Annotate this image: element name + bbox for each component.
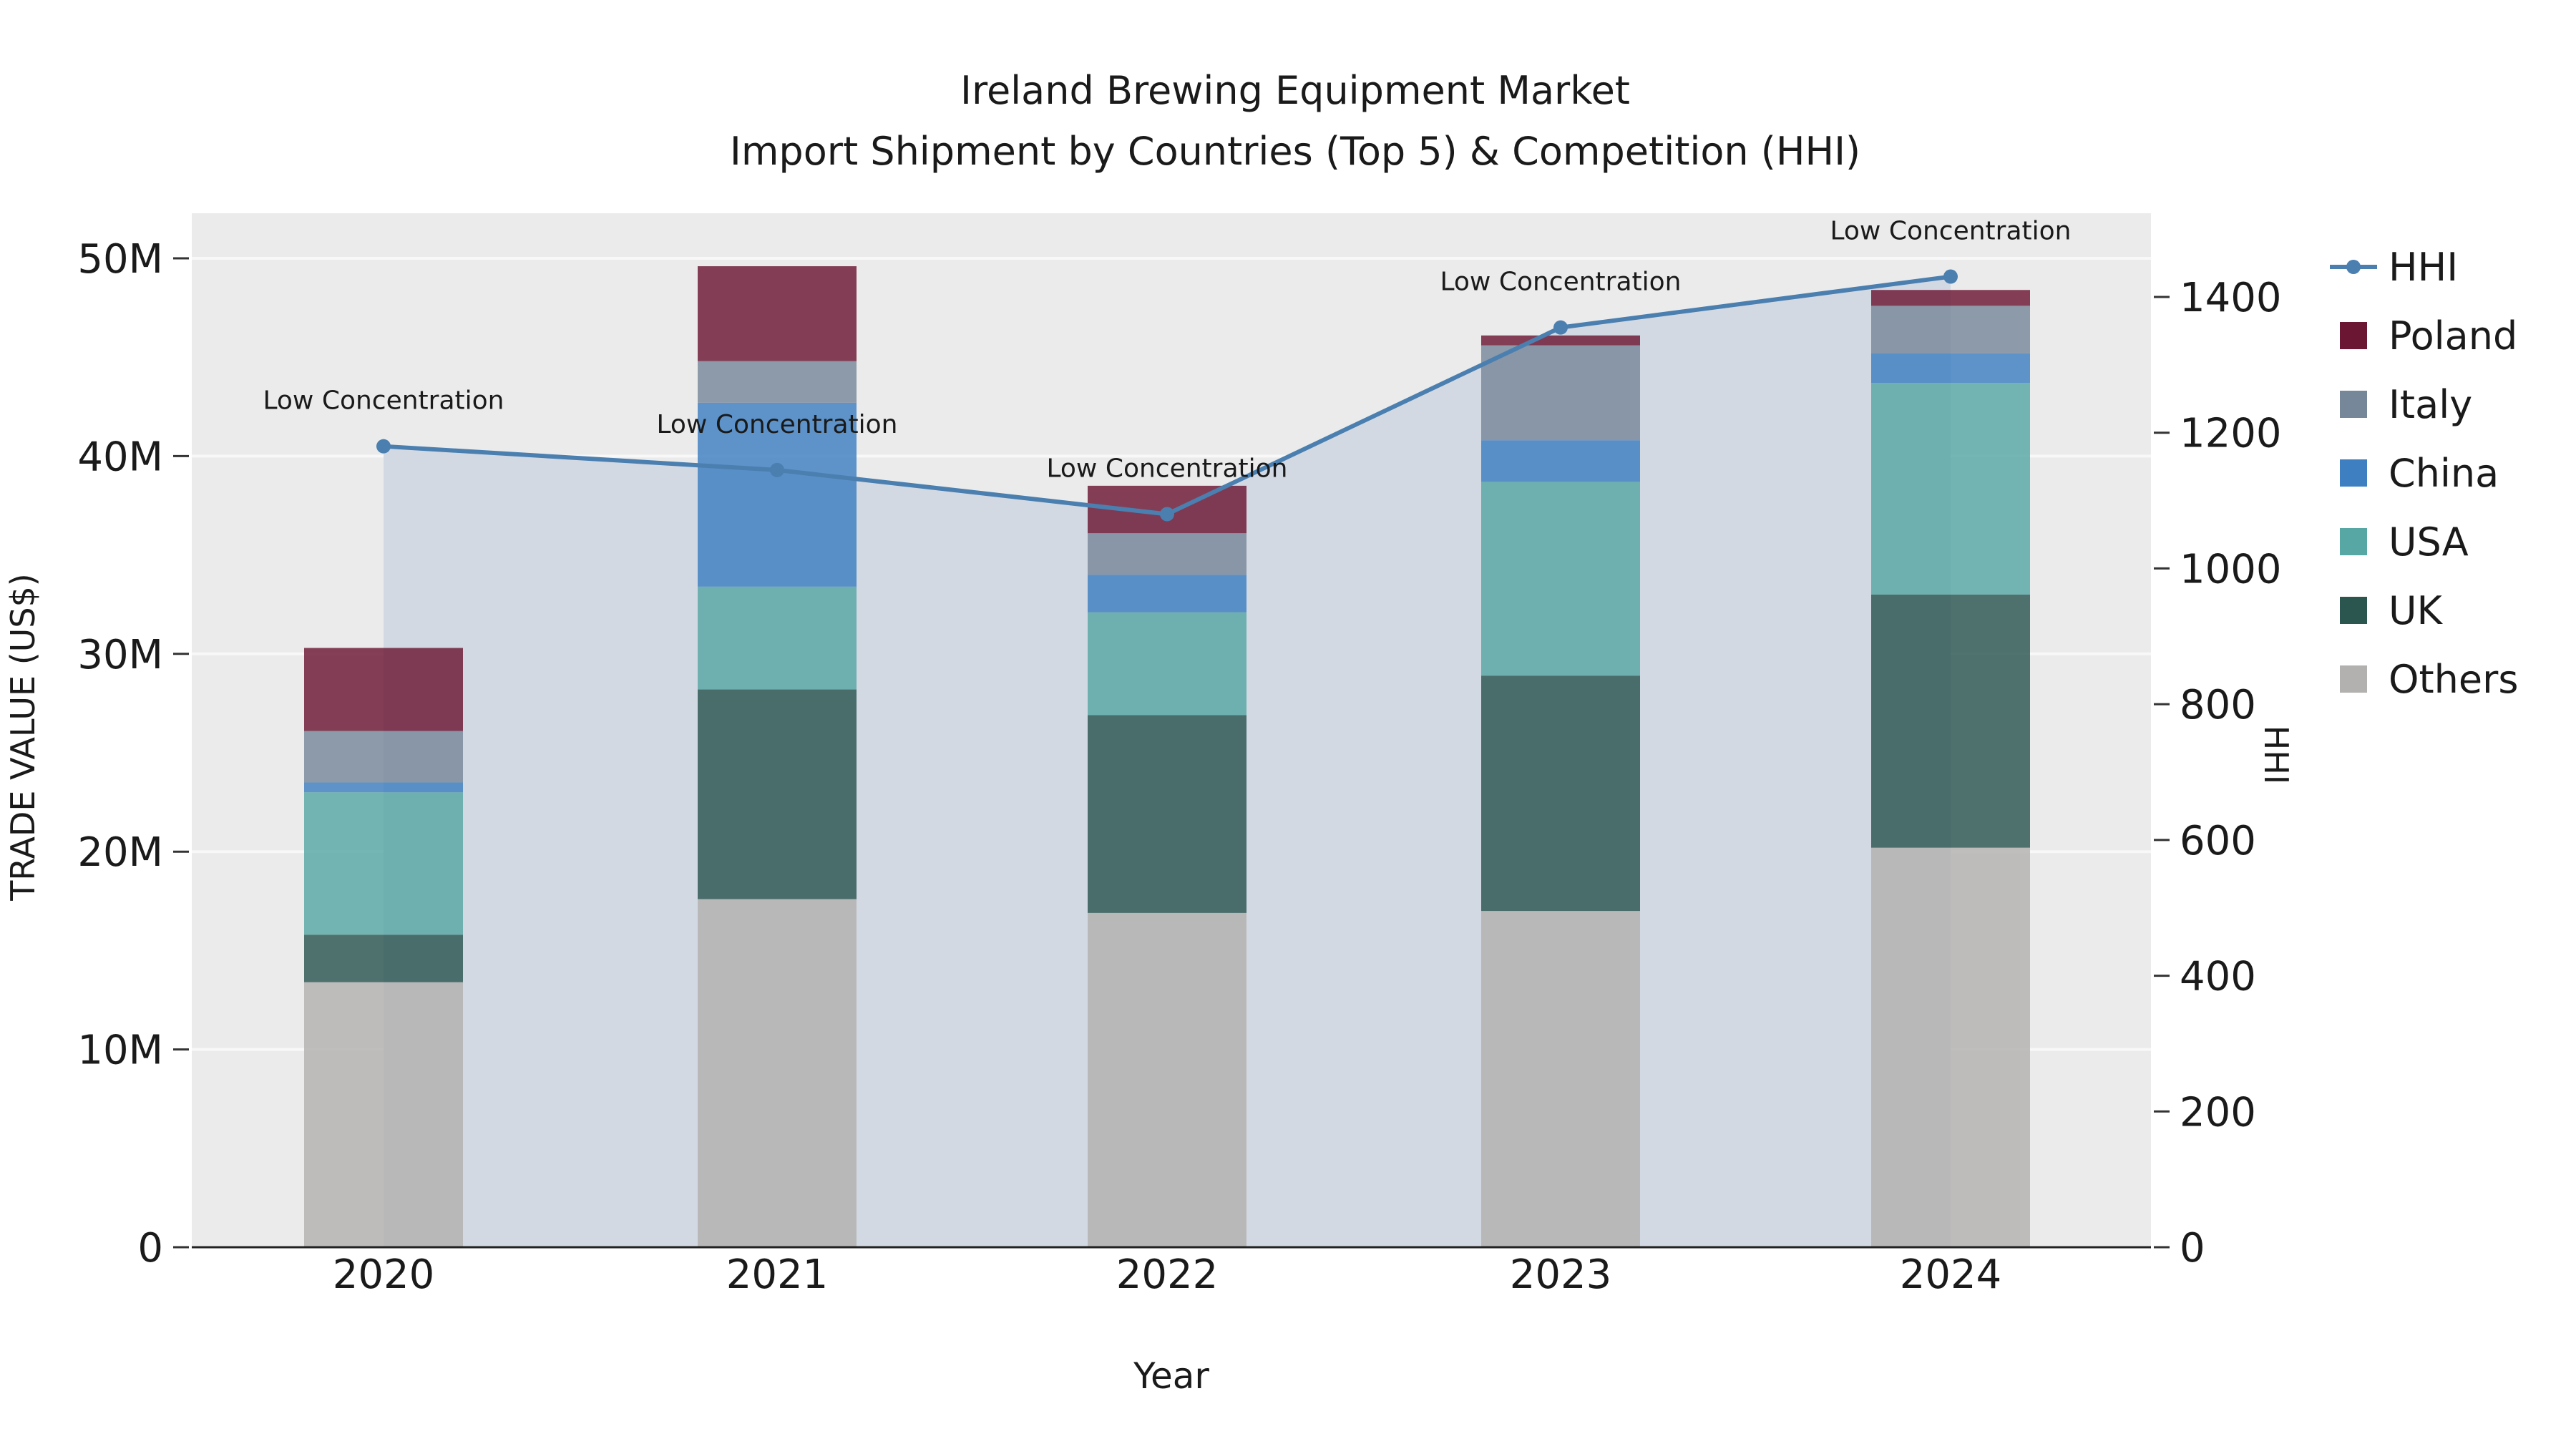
legend-label: Poland	[2389, 313, 2517, 358]
legend-swatch	[2340, 528, 2367, 555]
x-axis-title: Year	[1133, 1355, 1209, 1397]
right-tick-label: 800	[2180, 682, 2256, 728]
bar-segment-italy-2020	[304, 731, 463, 783]
legend-item-italy: Italy	[2340, 382, 2472, 427]
legend-label: UK	[2389, 588, 2444, 633]
hhi-marker-2022	[1160, 507, 1174, 522]
legend-item-china: China	[2340, 451, 2499, 496]
bar-segment-usa-2022	[1088, 612, 1246, 716]
bar-segment-italy-2021	[698, 361, 857, 403]
bar-segment-italy-2023	[1481, 345, 1640, 441]
legend-item-poland: Poland	[2340, 313, 2517, 358]
legend-label: USA	[2389, 519, 2469, 565]
chart-title: Ireland Brewing Equipment Market	[960, 68, 1630, 113]
legend-swatch	[2340, 597, 2367, 624]
legend-marker-sample	[2346, 260, 2361, 274]
left-tick-label: 0	[137, 1225, 163, 1272]
bar-segment-uk-2023	[1481, 675, 1640, 912]
legend-label: Others	[2389, 657, 2518, 702]
legend-label: Italy	[2389, 382, 2472, 427]
legend-swatch	[2340, 322, 2367, 349]
right-tick-label: 200	[2180, 1089, 2256, 1136]
bar-segment-china-2024	[1871, 353, 2030, 384]
y-axis-title-left: TRADE VALUE (US$)	[4, 573, 42, 901]
hhi-marker-2023	[1553, 320, 1568, 335]
bar-segment-usa-2021	[698, 586, 857, 690]
bar-segment-uk-2024	[1871, 594, 2030, 848]
annotation-2024: Low Concentration	[1830, 217, 2071, 246]
bar-segment-italy-2024	[1871, 306, 2030, 353]
bar-segment-china-2023	[1481, 440, 1640, 482]
x-tick-label-2022: 2022	[1116, 1252, 1219, 1298]
legend-item-uk: UK	[2340, 588, 2444, 633]
legend-item-usa: USA	[2340, 519, 2469, 565]
legend-swatch	[2340, 459, 2367, 487]
left-tick-label: 40M	[77, 434, 163, 480]
bar-segment-uk-2021	[698, 689, 857, 899]
hhi-marker-2024	[1943, 269, 1958, 284]
bar-segment-uk-2022	[1088, 715, 1246, 913]
annotation-2021: Low Concentration	[656, 410, 897, 439]
chart-subtitle: Import Shipment by Countries (Top 5) & C…	[730, 129, 1860, 174]
left-tick-label: 10M	[77, 1028, 163, 1074]
x-tick-label-2020: 2020	[333, 1252, 435, 1298]
right-tick-label: 1400	[2180, 275, 2282, 321]
x-tick-label-2021: 2021	[726, 1252, 829, 1298]
hhi-marker-2020	[376, 439, 391, 454]
annotation-2022: Low Concentration	[1046, 454, 1287, 484]
right-tick-label: 400	[2180, 954, 2256, 1000]
bar-segment-others-2021	[698, 899, 857, 1247]
right-tick-label: 1200	[2180, 411, 2282, 457]
bar-segment-usa-2023	[1481, 482, 1640, 676]
x-tick-label-2024: 2024	[1900, 1252, 2002, 1298]
bar-segment-poland-2024	[1871, 290, 2030, 306]
legend-label: HHI	[2389, 245, 2458, 290]
bar-segment-others-2024	[1871, 847, 2030, 1247]
right-tick-label: 0	[2180, 1225, 2205, 1272]
legend-swatch	[2340, 391, 2367, 418]
x-tick-label-2023: 2023	[1510, 1252, 1612, 1298]
legend: HHI Poland Italy China USA UK Others	[2330, 245, 2518, 702]
bar-segment-poland-2023	[1481, 335, 1640, 346]
y-axis-title-right: HHI	[2257, 726, 2296, 785]
bar-segment-poland-2021	[698, 266, 857, 361]
bar-segment-usa-2024	[1871, 383, 2030, 595]
bar-segment-others-2020	[304, 982, 463, 1247]
bar-segment-poland-2020	[304, 648, 463, 731]
bar-segment-china-2022	[1088, 575, 1246, 613]
legend-swatch	[2340, 665, 2367, 693]
bar-segment-china-2021	[698, 402, 857, 587]
legend-item-others: Others	[2340, 657, 2518, 702]
bar-segment-italy-2022	[1088, 533, 1246, 575]
left-tick-label: 50M	[77, 236, 163, 283]
bar-segment-usa-2020	[304, 792, 463, 935]
annotation-2023: Low Concentration	[1440, 268, 1681, 297]
left-tick-label: 30M	[77, 632, 163, 678]
bar-segment-others-2022	[1088, 912, 1246, 1247]
legend-item-hhi: HHI	[2330, 245, 2458, 290]
left-tick-label: 20M	[77, 829, 163, 876]
plot-area: Low Concentration Low Concentration Low Co…	[77, 213, 2282, 1298]
bar-segment-others-2023	[1481, 911, 1640, 1247]
right-tick-label: 1000	[2180, 546, 2282, 592]
bar-segment-china-2020	[304, 782, 463, 793]
hhi-marker-2021	[770, 462, 784, 477]
right-tick-label: 600	[2180, 818, 2256, 864]
annotation-2020: Low Concentration	[263, 386, 504, 416]
bar-segment-uk-2020	[304, 935, 463, 982]
legend-label: China	[2389, 451, 2499, 496]
